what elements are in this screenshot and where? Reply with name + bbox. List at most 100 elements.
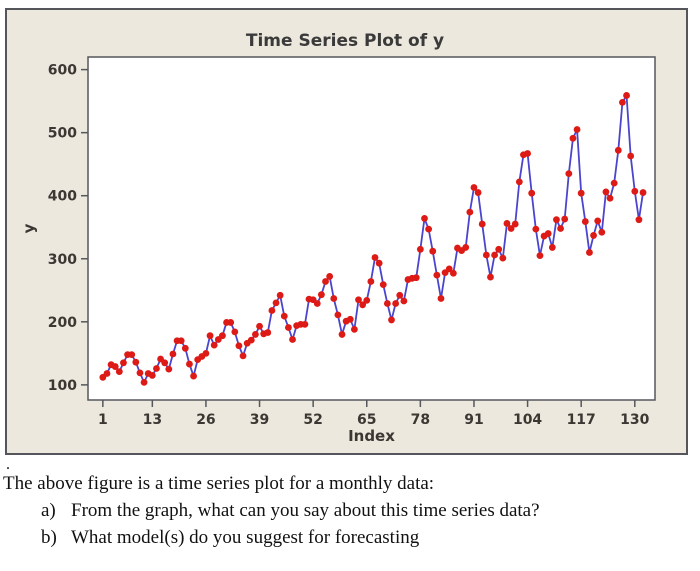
data-point xyxy=(553,216,560,224)
data-point xyxy=(619,98,626,106)
data-point xyxy=(586,249,593,256)
data-point xyxy=(462,244,470,251)
data-point xyxy=(120,359,127,367)
data-point xyxy=(466,208,474,216)
data-point xyxy=(425,225,433,233)
data-point xyxy=(392,300,400,307)
data-point xyxy=(573,126,581,133)
question-item-b: b) What model(s) do you suggest for forec… xyxy=(3,524,693,551)
data-point xyxy=(210,341,218,349)
data-point xyxy=(474,189,482,196)
data-point xyxy=(219,332,226,340)
data-point xyxy=(598,228,606,236)
time-series-chart: Time Series Plot of y 100 200 300 400 500 600 1… xyxy=(20,31,656,445)
data-point xyxy=(635,216,643,224)
data-point xyxy=(623,92,630,99)
data-point xyxy=(165,365,173,373)
question-item-a: a) From the graph, what can you say about… xyxy=(3,497,693,524)
data-point xyxy=(375,259,383,267)
data-point xyxy=(400,297,408,305)
x-axis-title: Index xyxy=(348,427,395,445)
data-point xyxy=(317,291,325,299)
data-point xyxy=(330,295,338,302)
data-point xyxy=(388,316,395,324)
data-point xyxy=(421,215,428,222)
data-point xyxy=(507,225,515,232)
plot-area xyxy=(87,56,656,401)
x-tick-label: 104 xyxy=(513,412,542,428)
question-a-text: From the graph, what can you say about t… xyxy=(71,500,540,521)
data-point xyxy=(416,245,424,253)
data-point xyxy=(614,146,622,154)
data-point xyxy=(515,178,523,186)
chart-figure: Time Series Plot of y 100 200 300 400 500 600 1… xyxy=(5,8,688,455)
data-point xyxy=(231,328,239,336)
data-point xyxy=(606,194,614,202)
data-point xyxy=(355,296,362,304)
data-point xyxy=(350,325,358,333)
data-point xyxy=(202,349,210,357)
y-tick-label: 300 xyxy=(48,252,77,268)
question-b-text: What model(s) do you suggest for forecas… xyxy=(71,527,420,548)
data-point xyxy=(206,332,214,340)
data-point xyxy=(235,342,243,350)
data-point xyxy=(272,299,280,307)
data-point xyxy=(227,319,235,326)
data-point xyxy=(363,296,371,304)
data-point xyxy=(313,300,321,307)
data-point xyxy=(491,251,498,259)
data-point xyxy=(190,372,197,380)
data-point xyxy=(536,252,544,260)
data-point xyxy=(301,320,309,328)
data-point xyxy=(169,350,177,358)
data-point xyxy=(379,281,387,289)
data-point xyxy=(565,170,573,178)
data-point xyxy=(445,265,453,273)
data-point xyxy=(148,372,156,379)
x-tick-label: 1 xyxy=(98,412,108,428)
x-tick-label: 13 xyxy=(143,412,162,428)
data-point xyxy=(631,187,639,195)
data-point xyxy=(433,271,441,279)
data-point xyxy=(346,315,354,323)
y-tick-label: 100 xyxy=(48,378,77,394)
x-tick-label: 117 xyxy=(567,412,596,428)
data-point xyxy=(322,278,329,285)
y-tick-label: 500 xyxy=(48,126,77,142)
data-point xyxy=(136,369,144,377)
data-point xyxy=(181,344,189,352)
data-point xyxy=(396,291,404,299)
data-point xyxy=(524,150,531,157)
data-point xyxy=(276,291,284,299)
x-tick-label: 26 xyxy=(196,412,215,428)
data-point xyxy=(326,273,334,280)
data-point xyxy=(557,225,564,232)
question-b-label: b) xyxy=(41,527,57,548)
x-tick-label: 130 xyxy=(620,412,649,428)
data-point xyxy=(359,301,367,309)
x-tick-label: 78 xyxy=(411,412,430,428)
data-point xyxy=(548,244,556,251)
y-axis-title: y xyxy=(20,223,38,233)
data-point xyxy=(264,329,272,336)
data-point xyxy=(569,134,577,142)
data-point xyxy=(561,215,569,223)
data-point xyxy=(532,225,540,233)
data-point xyxy=(383,300,391,307)
data-point xyxy=(449,269,457,277)
data-point xyxy=(590,232,597,239)
y-tick-label: 600 xyxy=(48,63,77,79)
data-point xyxy=(437,295,445,302)
data-point xyxy=(247,336,255,344)
data-point xyxy=(367,278,375,285)
data-point xyxy=(503,220,511,227)
x-tick-label: 65 xyxy=(357,412,376,428)
x-tick-label: 39 xyxy=(250,412,269,428)
question-a-label: a) xyxy=(41,500,56,521)
x-tick-label: 52 xyxy=(303,412,322,428)
data-point xyxy=(482,251,490,259)
data-point xyxy=(132,358,140,366)
data-point xyxy=(285,324,292,331)
data-point xyxy=(256,322,263,330)
